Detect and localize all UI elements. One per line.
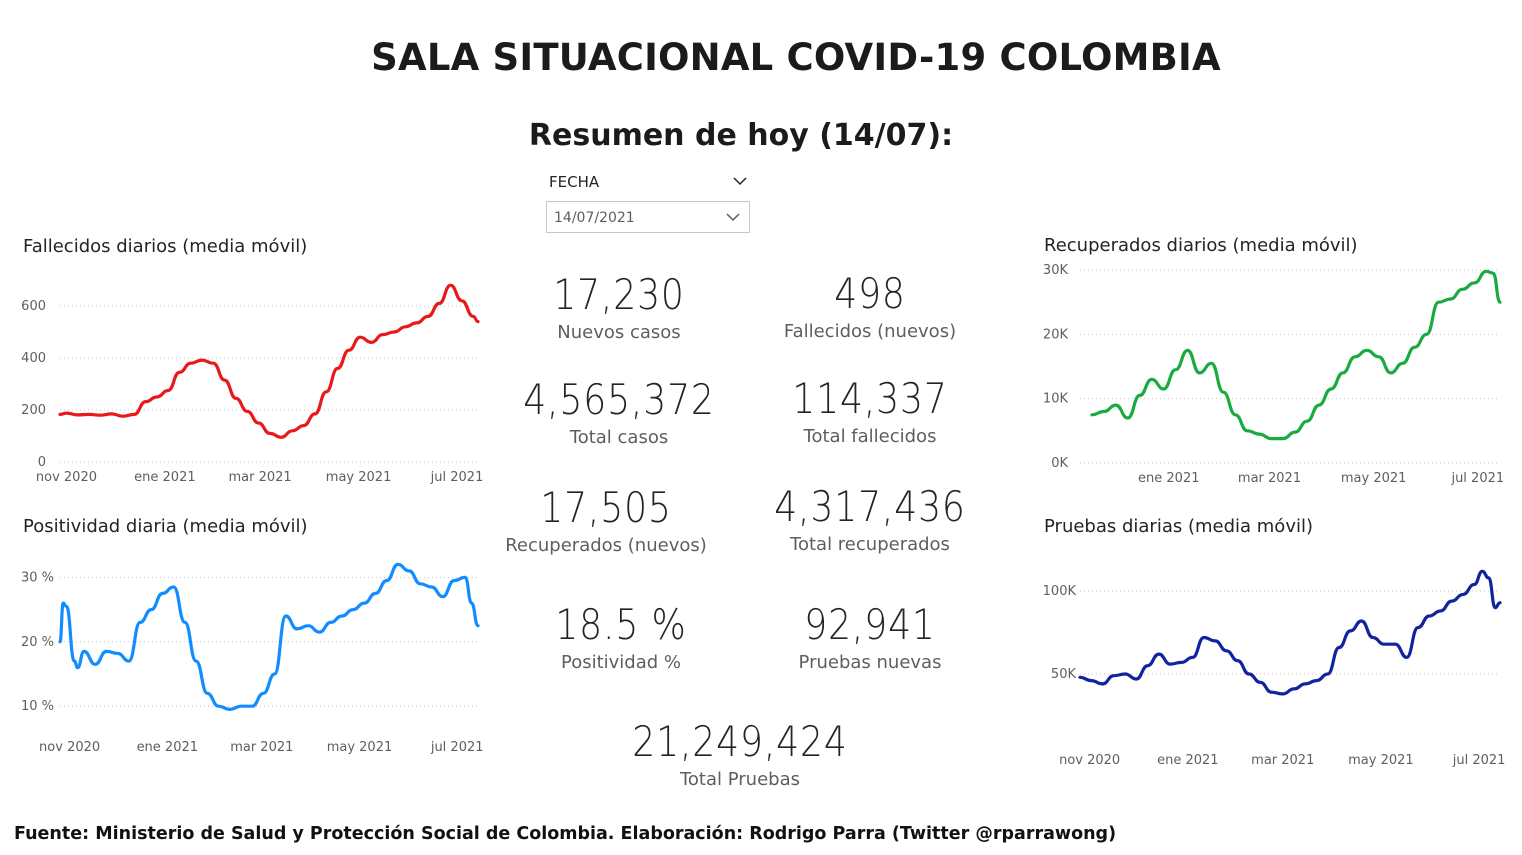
x-tick-label: ene 2021 xyxy=(134,470,195,485)
kpi-nuevos-casos: 17,230 Nuevos casos xyxy=(469,270,769,344)
series-line xyxy=(58,562,480,711)
y-tick-label: 10K xyxy=(1043,392,1069,407)
chart-title-pruebas: Pruebas diarias (media móvil) xyxy=(1044,516,1313,537)
chart-title-recuperados: Recuperados diarios (media móvil) xyxy=(1044,235,1358,256)
kpi-label: Nuevos casos xyxy=(557,322,681,343)
y-tick-label: 100K xyxy=(1043,584,1077,599)
x-tick-label: may 2021 xyxy=(327,740,393,755)
y-tick-label: 600 xyxy=(21,299,46,314)
kpi-label: Total recuperados xyxy=(790,534,950,555)
chevron-down-icon[interactable] xyxy=(730,173,750,189)
kpi-label: Pruebas nuevas xyxy=(798,652,942,673)
kpi-fallecidos-nuevos: 498 Fallecidos (nuevos) xyxy=(720,269,1020,343)
y-tick-label: 0K xyxy=(1051,456,1068,471)
kpi-value: 17,230 xyxy=(553,270,685,319)
kpi-value: 21,249,424 xyxy=(632,717,848,766)
x-tick-label: nov 2020 xyxy=(1059,753,1120,768)
series-line xyxy=(1078,569,1502,696)
x-tick-label: ene 2021 xyxy=(1138,471,1199,486)
kpi-pruebas-nuevas: 92,941 Pruebas nuevas xyxy=(720,600,1020,674)
kpi-label: Total casos xyxy=(569,427,669,448)
x-tick-label: ene 2021 xyxy=(1157,753,1218,768)
kpi-label: Positividad % xyxy=(560,652,682,673)
x-tick-label: jul 2021 xyxy=(430,470,484,485)
y-tick-label: 50K xyxy=(1051,667,1077,682)
y-tick-label: 200 xyxy=(21,403,46,418)
chart-title-positividad: Positividad diaria (media móvil) xyxy=(23,516,308,537)
kpi-value: 17,505 xyxy=(540,483,672,532)
kpi-value: 114,337 xyxy=(792,374,948,423)
x-tick-label: jul 2021 xyxy=(1452,753,1506,768)
x-tick-label: mar 2021 xyxy=(229,470,292,485)
x-tick-label: jul 2021 xyxy=(430,740,484,755)
kpi-recuperados-nuevos: 17,505 Recuperados (nuevos) xyxy=(456,483,756,557)
y-tick-label: 30K xyxy=(1043,263,1069,278)
y-tick-label: 20 % xyxy=(21,635,54,650)
kpi-total-recuperados: 4,317,436 Total recuperados xyxy=(720,482,1020,556)
dashboard-title: SALA SITUACIONAL COVID-19 COLOMBIA xyxy=(371,36,1221,79)
series-line xyxy=(1090,269,1502,441)
x-tick-label: may 2021 xyxy=(326,470,392,485)
kpi-label: Total fallecidos xyxy=(803,426,937,447)
chart-fallecidos: 0 200 400 600 nov 2020 ene 2021 mar 2021 may 20… xyxy=(21,283,484,485)
kpi-value: 4,317,436 xyxy=(774,482,966,531)
kpi-value: 92,941 xyxy=(804,600,936,649)
y-tick-label: 400 xyxy=(21,351,46,366)
footer-source: Fuente: Ministerio de Salud y Protección… xyxy=(14,824,1117,844)
x-tick-label: nov 2020 xyxy=(39,740,100,755)
kpi-total-casos: 4,565,372 Total casos xyxy=(469,375,769,449)
x-tick-label: mar 2021 xyxy=(1238,471,1301,486)
x-tick-label: mar 2021 xyxy=(230,740,293,755)
kpi-total-fallecidos: 114,337 Total fallecidos xyxy=(720,374,1020,448)
chart-title-fallecidos: Fallecidos diarios (media móvil) xyxy=(23,236,308,257)
date-dropdown-value: 14/07/2021 xyxy=(554,210,635,226)
kpi-value: 498 xyxy=(834,269,906,318)
kpi-label: Total Pruebas xyxy=(679,769,800,790)
date-dropdown[interactable]: 14/07/2021 xyxy=(546,201,750,233)
chart-pruebas: 50K 100K nov 2020 ene 2021 mar 2021 may 2021 j… xyxy=(1043,569,1506,768)
x-tick-label: jul 2021 xyxy=(1450,471,1504,486)
summary-title: Resumen de hoy (14/07): xyxy=(528,118,954,153)
series-line xyxy=(58,283,480,439)
chart-positividad: 10 % 20 % 30 % nov 2020 ene 2021 mar 2021 may … xyxy=(21,562,484,755)
kpi-value: 4,565,372 xyxy=(523,375,715,424)
kpi-label: Fallecidos (nuevos) xyxy=(783,321,957,342)
x-tick-label: ene 2021 xyxy=(137,740,198,755)
x-tick-label: mar 2021 xyxy=(1251,753,1314,768)
kpi-value: 18.5 % xyxy=(555,600,687,649)
y-tick-label: 0 xyxy=(38,455,46,470)
chart-recuperados: 0K 10K 20K 30K ene 2021 mar 2021 may 2021 jul 2… xyxy=(1043,263,1504,486)
y-tick-label: 10 % xyxy=(21,699,54,714)
x-tick-label: may 2021 xyxy=(1341,471,1407,486)
y-tick-label: 20K xyxy=(1043,327,1069,342)
x-tick-label: nov 2020 xyxy=(36,470,97,485)
chevron-down-icon[interactable] xyxy=(723,210,743,226)
y-tick-label: 30 % xyxy=(21,570,54,585)
kpi-total-pruebas: 21,249,424 Total Pruebas xyxy=(590,717,890,791)
kpi-label: Recuperados (nuevos) xyxy=(505,535,707,556)
slicer-label: FECHA xyxy=(549,173,600,191)
kpi-positividad: 18.5 % Positividad % xyxy=(471,600,771,674)
x-tick-label: may 2021 xyxy=(1348,753,1414,768)
